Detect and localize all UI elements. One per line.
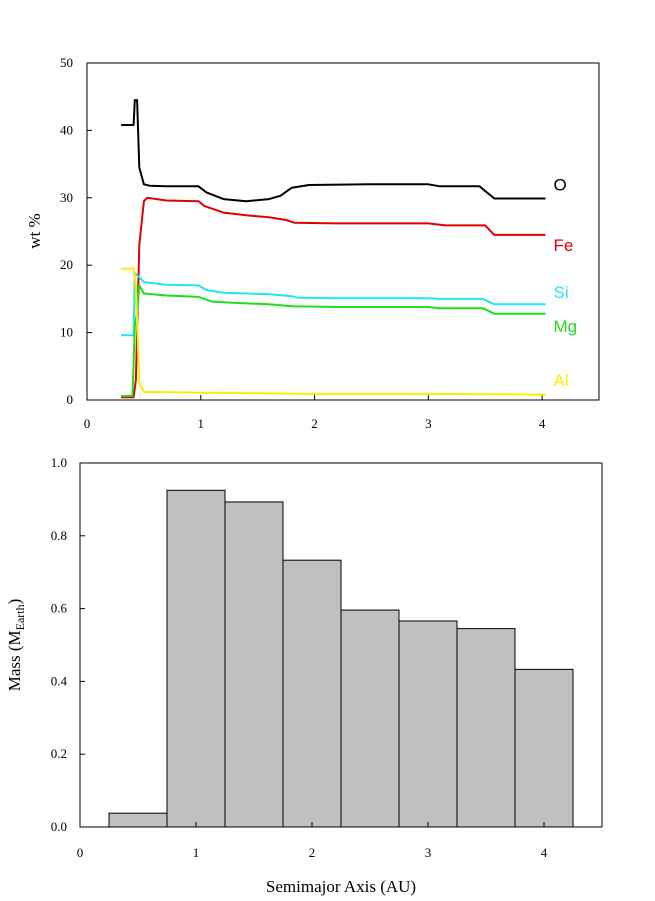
- top-y-tick-label: 0: [67, 392, 74, 407]
- histogram-bars: [108, 489, 574, 828]
- bottom-y-tick-label: 0.8: [51, 528, 67, 543]
- top-y-tick-label: 40: [60, 122, 73, 137]
- bottom-x-tick-label: 2: [309, 845, 316, 860]
- top-x-tick-label: 1: [198, 416, 205, 431]
- bottom-y-tick-label: 0.4: [51, 673, 68, 688]
- series-label-o: O: [553, 175, 566, 194]
- bottom-axis-ticks: 0 1 2 3 4 0.0 0.2 0.4 0.6 0.8 1.0: [51, 455, 548, 860]
- mass-histogram-panel: 0 1 2 3 4 0.0 0.2 0.4 0.6 0.8 1.0 Semimajor Axis (…: [5, 455, 603, 896]
- top-y-tick-label: 20: [60, 257, 73, 272]
- top-series-lines: [121, 99, 546, 399]
- series-line-o: [121, 99, 546, 203]
- series-line-mg: [121, 284, 546, 397]
- bottom-x-axis-title: Semimajor Axis (AU): [266, 877, 416, 896]
- top-plot-frame: [86, 62, 600, 401]
- bottom-y-tick-label: 0.6: [51, 601, 68, 616]
- series-label-mg: Mg: [553, 317, 577, 336]
- series-line-si: [121, 272, 546, 337]
- top-series-labels: O Fe Si Mg Al: [553, 175, 577, 389]
- series-label-fe: Fe: [553, 236, 573, 255]
- series-line-al: [121, 267, 546, 396]
- bottom-x-tick-label: 4: [541, 845, 548, 860]
- top-x-tick-label: 3: [425, 416, 432, 431]
- series-line-fe: [121, 196, 546, 399]
- bottom-y-tick-label: 1.0: [51, 455, 67, 470]
- bottom-y-tick-label: 0.0: [51, 819, 67, 834]
- series-label-si: Si: [553, 283, 568, 302]
- bottom-y-tick-label: 0.2: [51, 746, 67, 761]
- y-title-main: Mass (M: [5, 630, 24, 691]
- y-title-subscript: Earth: [13, 604, 27, 630]
- bottom-plot-frame: [79, 462, 603, 828]
- histogram-bar-2: [166, 489, 226, 828]
- histogram-bar-6: [398, 620, 458, 828]
- bottom-x-tick-label: 3: [425, 845, 432, 860]
- bottom-y-axis-title: Mass (MEarth): [5, 599, 27, 692]
- top-y-tick-label: 50: [60, 55, 73, 70]
- top-x-tick-label: 2: [311, 416, 318, 431]
- histogram-bar-7: [456, 628, 516, 828]
- histogram-bar-8: [514, 668, 574, 828]
- histogram-bar-1: [108, 812, 168, 828]
- histogram-bar-5: [340, 609, 400, 828]
- y-title-end: ): [5, 599, 24, 605]
- bottom-x-tick-label: 0: [77, 845, 84, 860]
- top-y-tick-label: 30: [60, 190, 73, 205]
- series-label-al: Al: [553, 371, 568, 390]
- histogram-bar-4: [282, 559, 342, 828]
- histogram-bar-3: [224, 501, 284, 828]
- bottom-x-tick-label: 1: [193, 845, 200, 860]
- top-y-axis-title: wt %: [25, 213, 44, 248]
- top-x-tick-label: 4: [539, 416, 546, 431]
- top-y-tick-label: 10: [60, 325, 73, 340]
- top-x-tick-label: 0: [84, 416, 91, 431]
